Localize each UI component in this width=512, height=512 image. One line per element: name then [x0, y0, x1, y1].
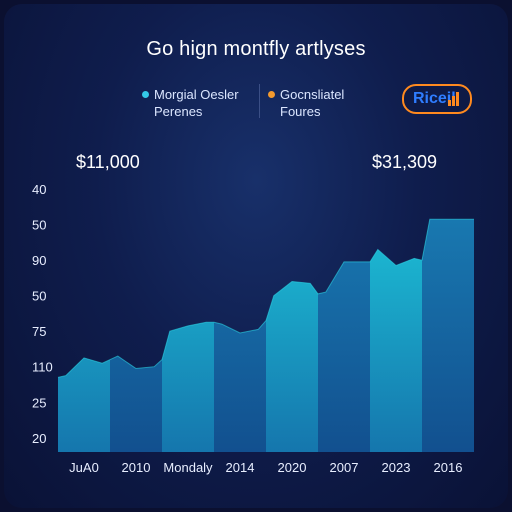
area-bands	[58, 219, 474, 452]
legend-item-2: Gocnsliatel Foures	[268, 86, 345, 120]
legend-label-2a: Gocnsliatel	[280, 87, 345, 102]
legend-divider	[259, 84, 260, 118]
y-tick-label: 110	[32, 360, 53, 375]
area-band-6	[318, 219, 371, 452]
area-band-8	[422, 219, 474, 452]
x-tick-label: JuA0	[69, 460, 99, 475]
legend-label-2b: Foures	[280, 104, 321, 119]
area-series-outline	[57, 218, 474, 378]
legend-label-1a: Morgial Oesler	[154, 87, 239, 102]
chart-title: Go hign montfly artlyses	[146, 38, 366, 60]
x-tick-label: 2016	[434, 460, 463, 475]
chart-card: Go hign montfly artlyses Morgial Oesler …	[4, 4, 508, 508]
legend-label-1b: Perenes	[154, 104, 203, 119]
y-tick-label: 75	[32, 324, 46, 339]
x-tick-label: 2010	[122, 460, 151, 475]
area-band-5	[266, 219, 319, 452]
x-tick-label: 2023	[382, 460, 411, 475]
legend-dot-1	[142, 91, 149, 98]
bar-chart-icon	[448, 92, 460, 106]
x-tick-label: 2007	[330, 460, 359, 475]
y-tick-label: 50	[32, 289, 46, 304]
x-tick-label: Mondaly	[163, 460, 213, 475]
y-tick-label: 20	[32, 431, 46, 446]
brand-logo-text: Riceil	[413, 90, 456, 107]
x-tick-label: 2014	[226, 460, 255, 475]
area-band-2	[110, 219, 163, 452]
legend-dot-2	[268, 91, 275, 98]
x-axis-ticks: JuA0 2010 Mondaly 2014 2020 2007 2023 2016	[69, 460, 462, 475]
brand-logo-badge: Riceil	[402, 84, 472, 114]
y-tick-label: 25	[32, 395, 46, 410]
legend-item-1: Morgial Oesler Perenes	[142, 86, 239, 120]
callout-right: $31,309	[372, 152, 438, 172]
y-tick-label: 90	[32, 253, 46, 268]
y-tick-label: 40	[32, 182, 46, 197]
y-axis-ticks: 40 50 90 50 75 110 25 20	[32, 182, 53, 446]
area-band-7	[370, 219, 423, 452]
area-band-1	[58, 219, 111, 452]
x-tick-label: 2020	[278, 460, 307, 475]
area-band-4	[214, 219, 267, 452]
area-band-3	[162, 219, 215, 452]
chart-plot: 40 50 90 50 75 110 25 20 JuA0 2010 Mondaly 2014 202…	[32, 182, 474, 475]
y-tick-label: 50	[32, 218, 46, 233]
callout-left: $11,000	[76, 152, 140, 172]
